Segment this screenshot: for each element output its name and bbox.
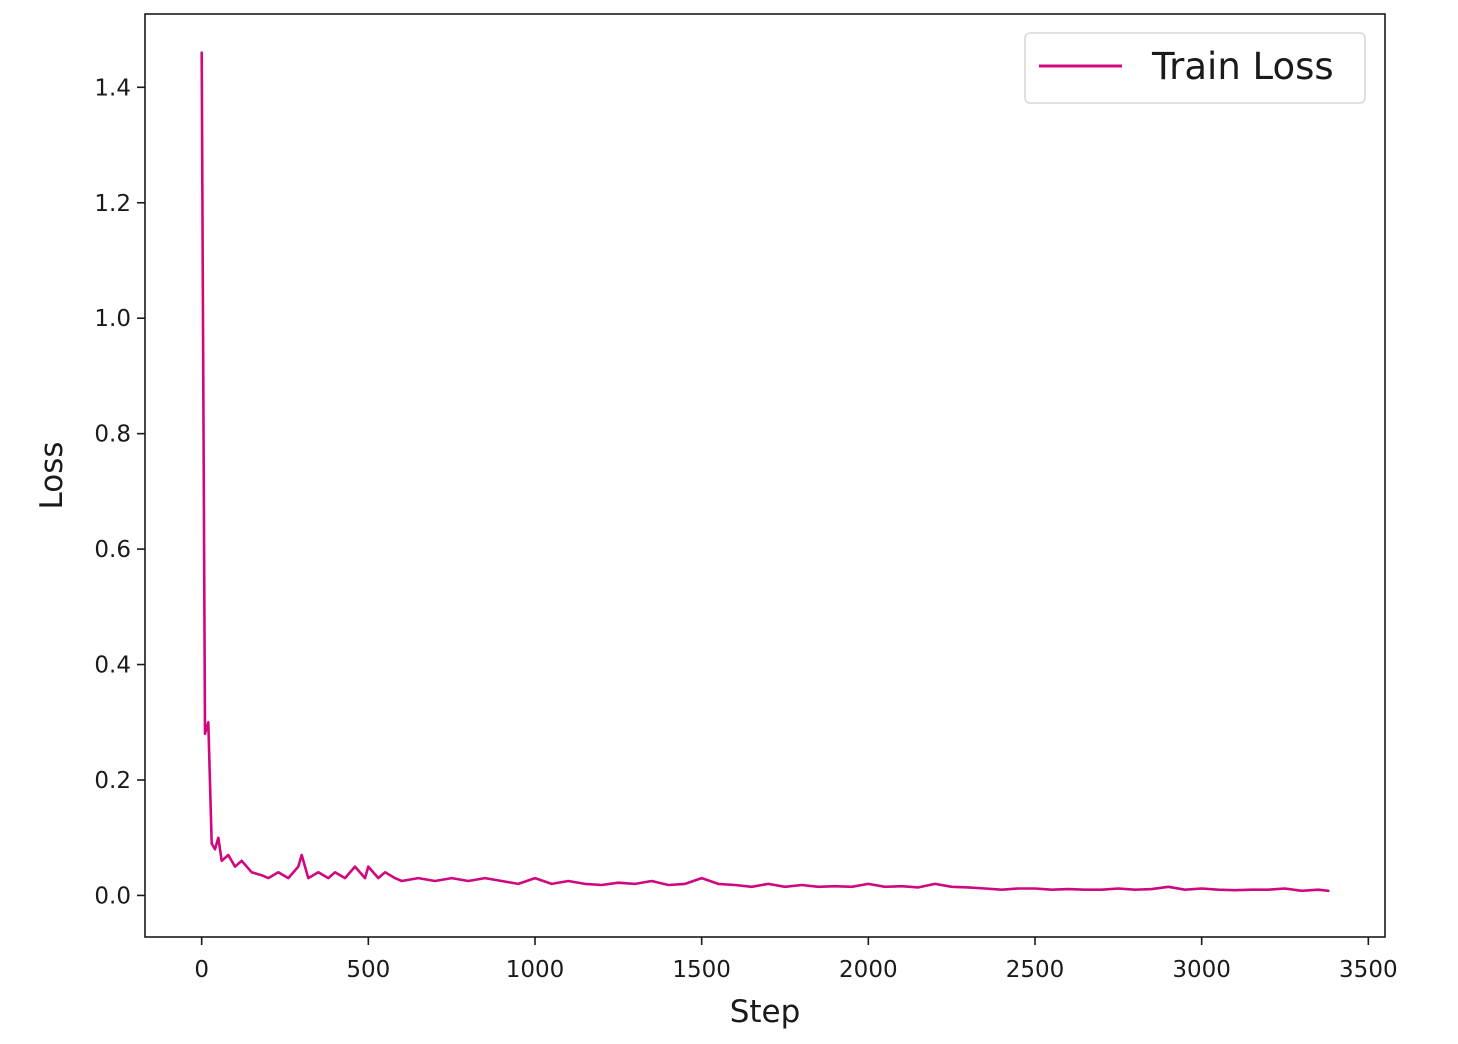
x-axis: 0 500 1000 1500 2000 2500 3000 3500 [194,937,1398,983]
y-tick-label: 0.6 [94,537,131,563]
x-tick-label: 2500 [1006,957,1065,983]
x-tick-label: 1000 [506,957,565,983]
y-tick-label: 1.2 [94,191,131,217]
legend: Train Loss [1024,32,1366,104]
y-tick-label: 0.8 [94,422,131,448]
x-tick-label: 3500 [1339,957,1398,983]
y-tick-label: 1.0 [94,306,131,332]
x-tick-label: 3000 [1172,957,1231,983]
y-tick-label: 0.0 [94,883,131,909]
x-tick-label: 2000 [839,957,898,983]
series-layer [200,51,1330,893]
y-tick-label: 1.4 [94,75,131,101]
x-tick-label: 0 [194,957,209,983]
legend-box [1024,32,1366,104]
plot-area [145,14,1385,937]
y-tick-label: 0.4 [94,653,131,679]
legend-label-train-loss: Train Loss [1151,45,1334,88]
x-tick-label: 500 [346,957,390,983]
y-tick-label: 0.2 [94,768,131,794]
plot-frame [144,13,1386,938]
series-line-train-loss [200,51,1330,893]
y-axis: 0.0 0.2 0.4 0.6 0.8 1.0 1.2 1.4 [94,75,145,909]
x-tick-label: 1500 [672,957,731,983]
x-axis-label: Step [730,994,801,1030]
y-axis-label: Loss [34,442,70,510]
